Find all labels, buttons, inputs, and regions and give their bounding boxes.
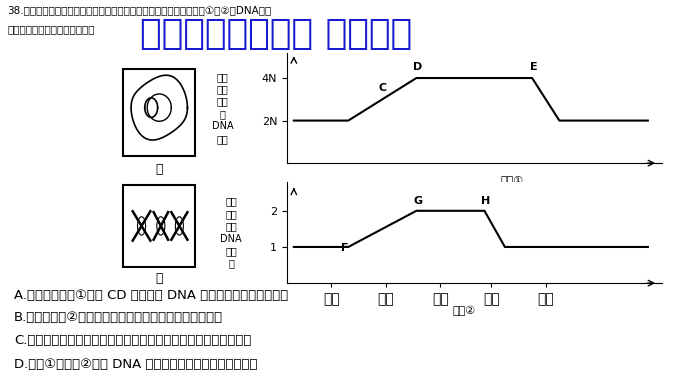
Text: C.观察组织细胞有丝分裂时，可用同一细胞来观察甲、乙两种时期: C.观察组织细胞有丝分裂时，可用同一细胞来观察甲、乙两种时期 (14, 334, 251, 347)
Y-axis label: 一个
细胞
中的
核
DNA
含量: 一个 细胞 中的 核 DNA 含量 (212, 72, 234, 144)
Text: F: F (341, 243, 349, 254)
Text: C: C (378, 83, 386, 93)
Text: 变化图，下列有关叙述错误的是: 变化图，下列有关叙述错误的是 (7, 24, 94, 34)
Text: H: H (481, 196, 491, 206)
Text: 微信公众号关注： 趣找答案: 微信公众号关注： 趣找答案 (140, 17, 412, 51)
Text: 乙: 乙 (156, 272, 163, 285)
Text: 曲线①: 曲线① (500, 175, 524, 185)
Text: 曲线②: 曲线② (452, 306, 476, 316)
Text: D.曲线①和曲线②引起 DNA 含量（数量）减半的原因不相同: D.曲线①和曲线②引起 DNA 含量（数量）减半的原因不相同 (14, 357, 258, 370)
Text: D: D (413, 63, 422, 72)
Text: G: G (413, 196, 422, 206)
Text: B.乙图为曲线②中的后期，着丝粒分裂、染色体数目加倍: B.乙图为曲线②中的后期，着丝粒分裂、染色体数目加倍 (14, 311, 223, 324)
Text: 38.图甲、乙为某生物的体细胞有丝分裂染色体行为变化示意图，曲线①、②为DNA含量: 38.图甲、乙为某生物的体细胞有丝分裂染色体行为变化示意图，曲线①、②为DNA含… (7, 6, 272, 16)
Text: E: E (530, 63, 538, 72)
Y-axis label: 一个
染色
体上
DNA
分子
数: 一个 染色 体上 DNA 分子 数 (220, 196, 242, 268)
Text: 甲: 甲 (156, 163, 163, 176)
Text: A.甲图对应曲线①中的 CD 段，完成 DNA 复制和有关蛋白质的合成: A.甲图对应曲线①中的 CD 段，完成 DNA 复制和有关蛋白质的合成 (14, 289, 288, 302)
